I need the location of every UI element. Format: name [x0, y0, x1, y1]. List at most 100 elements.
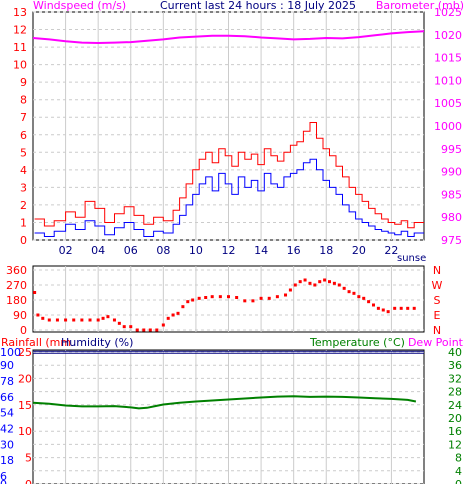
direction-point [342, 286, 346, 290]
rainfall-tick-label: 5 [25, 452, 32, 465]
windspeed-title: Windspeed (m/s) [33, 0, 126, 12]
windspeed-tick-label: 4 [20, 164, 27, 177]
temperature-tick-label: 0 [455, 478, 462, 484]
direction-point [243, 299, 247, 303]
direction-point [101, 316, 105, 320]
barometer-tick-label: 990 [441, 166, 462, 179]
direction-point [41, 316, 45, 320]
direction-point [129, 325, 133, 329]
direction-point [197, 296, 201, 300]
direction-point [308, 281, 312, 285]
barometer-tick-label: 980 [441, 211, 462, 224]
direction-degree-label: 180 [6, 294, 27, 307]
humidity-tick-label: 30 [0, 438, 14, 451]
rainfall-title: Rainfall (mm [1, 336, 71, 349]
direction-point [313, 283, 317, 287]
windspeed-tick-label: 1 [20, 216, 27, 229]
time-tick-label: 22 [384, 244, 398, 257]
barometer-tick-label: 1000 [434, 120, 462, 133]
rainfall-tick-label: 10 [18, 425, 32, 438]
humidity-tick-label: 18 [0, 454, 14, 467]
direction-compass-label: N [433, 324, 441, 337]
humidity-tick-label: 6 [0, 470, 7, 483]
temperature-line [32, 395, 417, 410]
wind-grid [33, 11, 424, 241]
direction-point [328, 280, 332, 284]
direction-compass-label: N [433, 264, 441, 277]
direction-point [33, 291, 37, 294]
barometer-title: Barometer (mb) [376, 0, 463, 12]
temperature-tick-label: 20 [448, 412, 462, 425]
sunset-label: sunse [397, 253, 426, 264]
time-axis: 02 04 06 08 10 12 14 16 18 20 22 [59, 244, 399, 257]
direction-point [371, 303, 375, 307]
windspeed-tick-label: 3 [20, 181, 27, 194]
direction-point [376, 306, 380, 310]
direction-point [55, 318, 59, 322]
rainfall-tick-label: 15 [18, 399, 32, 412]
barometer-axis: 975 980 985 990 995 1000 1005 1010 1015 1020 1025 [434, 6, 462, 247]
temperature-tick-label: 28 [448, 386, 462, 399]
windspeed-tick-label: 12 [13, 24, 27, 37]
barometer-tick-label: 1005 [434, 97, 462, 110]
barometer-tick-label: 1025 [434, 6, 462, 19]
direction-point [142, 328, 146, 332]
windspeed-tick-label: 13 [13, 6, 27, 19]
dewpoint-title: Dew Point [408, 336, 463, 349]
windspeed-tick-label: 8 [20, 94, 27, 107]
temperature-tick-label: 16 [448, 425, 462, 438]
direction-point [347, 290, 351, 294]
barometer-tick-label: 1010 [434, 74, 462, 87]
direction-point [218, 295, 222, 299]
temperature-tick-label: 40 [448, 346, 462, 359]
barometer-tick-label: 975 [441, 234, 462, 247]
humidity-tick-label: 0 [0, 478, 7, 484]
direction-point [318, 280, 322, 284]
direction-point [106, 315, 110, 319]
direction-point [267, 296, 271, 300]
direction-point [122, 325, 126, 329]
direction-point [64, 318, 68, 322]
direction-point [148, 328, 152, 332]
windspeed-tick-label: 5 [20, 146, 27, 159]
direction-point [323, 278, 327, 282]
direction-compass-label: E [434, 309, 441, 322]
humidity-title: Humidity (%) [61, 336, 133, 349]
direction-degree-label: 90 [13, 309, 27, 322]
direction-point [186, 300, 190, 304]
direction-point [298, 280, 302, 284]
direction-point [210, 295, 214, 299]
time-tick-label: 20 [352, 244, 366, 257]
time-tick-label: 18 [319, 244, 333, 257]
rain-humidity-temperature-panel: 0510152025 0618304254667890100 048121620… [0, 346, 462, 484]
barometer-tick-label: 995 [441, 143, 462, 156]
direction-point [332, 281, 336, 285]
direction-point [251, 299, 255, 303]
direction-point [367, 300, 371, 304]
direction-point [135, 328, 139, 332]
temperature-tick-label: 12 [448, 438, 462, 451]
direction-degree-axis: 0 90 180 270 360 [6, 264, 27, 337]
direction-degree-label: 0 [20, 324, 27, 337]
direction-point [303, 278, 307, 282]
direction-point [36, 313, 40, 317]
direction-point [386, 310, 390, 314]
direction-point [293, 283, 297, 287]
direction-point [337, 283, 341, 287]
temperature-tick-label: 8 [455, 452, 462, 465]
direction-point [259, 296, 263, 300]
humidity-tick-label: 54 [0, 407, 14, 420]
direction-point [155, 328, 159, 332]
temperature-tick-label: 4 [455, 465, 462, 478]
time-tick-label: 16 [287, 244, 301, 257]
direction-point [181, 305, 185, 309]
wind-average-line [34, 158, 424, 237]
direction-point [204, 296, 208, 299]
temperature-tick-label: 32 [448, 372, 462, 385]
humidity-tick-label: 90 [0, 359, 14, 372]
wind-max-line [34, 122, 424, 229]
